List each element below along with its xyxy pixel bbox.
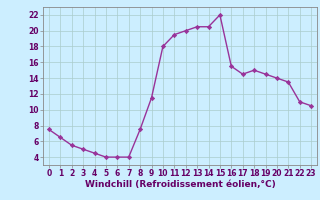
X-axis label: Windchill (Refroidissement éolien,°C): Windchill (Refroidissement éolien,°C) xyxy=(84,180,276,189)
